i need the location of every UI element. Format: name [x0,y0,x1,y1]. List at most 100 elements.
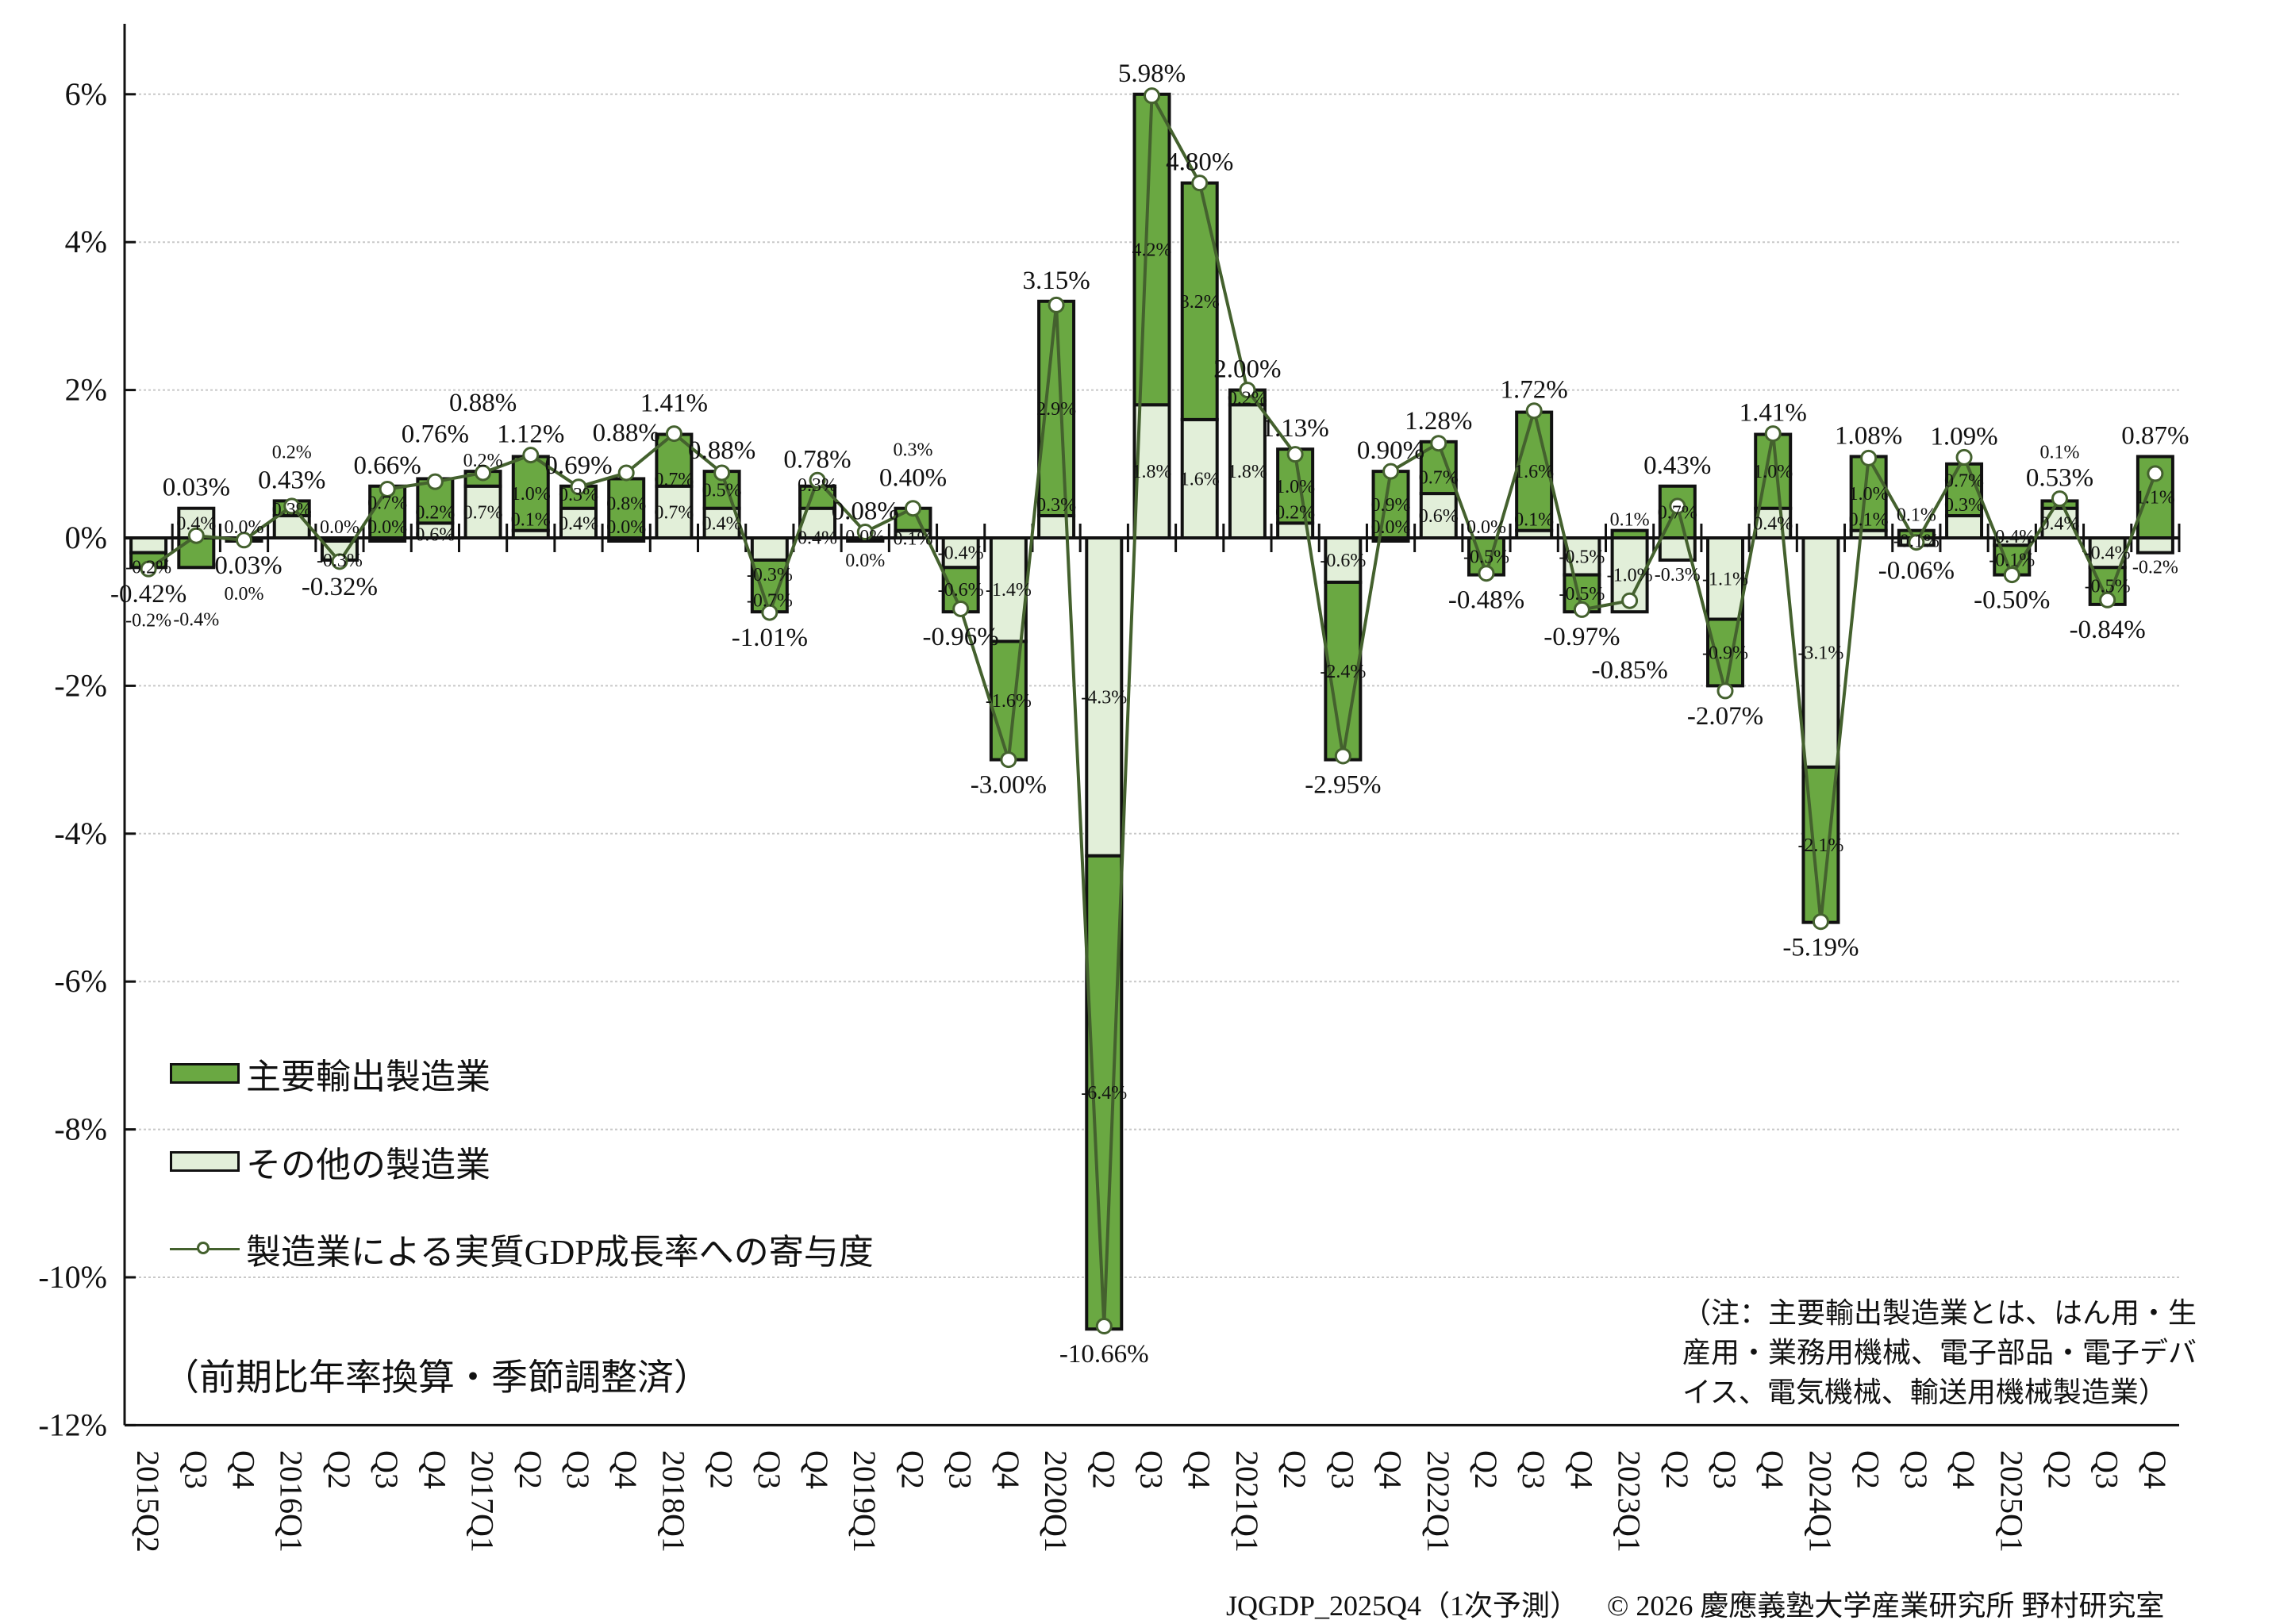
x-tick-label: Q2 [1086,1450,1121,1489]
contribution-label: 0.40% [879,464,947,493]
bar-main-export-label: 0.7% [1944,470,1984,491]
bar-other-label: 0.4% [798,528,837,548]
contribution-label: -0.97% [1543,623,1620,651]
labels-layer: 6% 4% 2% 0% -2% -4% -6% -8% -10% -12% -0.2% -0.2% 20… [38,60,2189,1553]
legend-item-other: その他の製造業 [170,1136,490,1187]
x-tick-label: Q3 [752,1450,787,1489]
bar-main-export-label: 3.2% [1180,292,1220,313]
x-tick-label: Q2 [1277,1450,1313,1489]
contribution-point [1430,435,1447,452]
bar-other-label: 0.4% [2039,513,2079,534]
contribution-point [1764,425,1782,443]
bar-main-export [607,477,646,539]
bar-main-export-label: -0.5% [1463,547,1509,567]
contribution-point [1860,449,1878,466]
bar-main-export [511,455,550,532]
bar-other-label: 0.2% [415,502,455,523]
x-tick-label: Q2 [1851,1450,1886,1489]
y-tick-label: -2% [54,667,107,703]
contribution-label: 0.88% [688,436,755,465]
x-tick-label: Q3 [2089,1450,2125,1489]
y-tick-label: 6% [65,76,107,112]
x-tick-label: Q4 [226,1450,262,1489]
bar-other-label: -0.6% [1320,551,1366,571]
y-tick-label: -12% [38,1407,107,1442]
y-tick-label: -10% [38,1259,107,1295]
y-tick-label: 2% [65,372,107,408]
bar-other-label: -0.4% [2085,543,2131,564]
contribution-label: 1.41% [640,390,708,418]
x-tick-label: 2019Q1 [847,1450,882,1553]
bar-main-export [894,506,932,532]
bar-other-label: 0.0% [606,517,646,538]
x-tick-label: Q4 [1373,1450,1409,1489]
bar-other-label: -0.3% [1655,565,1701,585]
x-tick-label: 2022Q1 [1420,1450,1456,1553]
x-tick-label: 2016Q1 [274,1450,309,1553]
contribution-label: 0.88% [449,389,517,417]
bar-main-export [1276,447,1315,525]
bar-other-label: 0.0% [845,527,885,547]
contribution-label: 1.12% [497,420,564,449]
x-tick-label: Q4 [1563,1450,1599,1489]
x-tick-label: Q3 [369,1450,405,1489]
contribution-label: 0.87% [2121,421,2189,450]
contribution-label: 0.69% [544,451,612,480]
legend-label: 主要輸出製造業 [246,1058,490,1096]
bar-other-label: 0.1% [1514,510,1554,531]
bar-main-export-label: 0.3% [798,475,837,496]
contribution-point [1573,601,1590,618]
contribution-point [856,524,874,541]
bar-main-export-label: -6.4% [1081,1083,1127,1104]
x-tick-label: Q2 [321,1450,357,1489]
bar-other-label: 0.4% [176,513,216,534]
bar-other [989,536,1028,643]
bar-other-label: -4.3% [1081,687,1127,708]
bar-main-export-label: -0.4% [1989,527,2035,547]
contribution-point [475,464,492,482]
contribution-label: 0.66% [354,451,421,480]
contribution-label: -0.50% [1974,586,2050,615]
contribution-point [1669,497,1686,515]
contribution-point [570,478,587,496]
definition-note: （注：主要輸出製造業とは、はん用・生産用・業務用機械、電子部品・電子デバイス、電… [1682,1297,2197,1408]
bar-main-export-label: 0.5% [702,480,742,501]
bar-other-label: 1.8% [1132,462,1172,482]
x-tick-label: Q4 [799,1450,835,1489]
bar-main-export-label: 2.9% [1036,399,1076,420]
bar-main-export-label: -0.7% [747,591,793,612]
contribution-point [426,473,444,490]
x-tick-label: 2020Q1 [1038,1450,1074,1553]
contribution-point [617,464,635,482]
bar-main-export-label: 0.0% [225,584,264,605]
bar-main-export-label: -1.6% [986,691,1032,712]
contribution-point [140,560,157,578]
x-tick-label: Q3 [178,1450,213,1489]
bar-other-label: 0.0% [225,517,264,538]
y-tick-label: 0% [65,520,107,555]
contribution-label: 5.98% [1118,60,1186,88]
x-tick-label: Q3 [1898,1450,1934,1489]
bar-other-label: -1.4% [986,580,1032,601]
y-tick-label: -8% [54,1111,107,1147]
bar-main-export-label: -0.4% [173,610,219,631]
y-tick-label: -6% [54,963,107,999]
bar-main-export [941,566,980,614]
bar-other [463,484,502,540]
contribution-point [1286,446,1304,463]
bar-main-export-label: 0.6% [415,524,455,545]
x-tick-label: Q2 [1468,1450,1504,1489]
bar-other-label: -0.4% [938,543,984,564]
contribution-point [713,464,731,482]
bar-main-export-label: 0.2% [1228,389,1267,409]
contribution-label: -0.42% [110,580,186,609]
x-tick-label: Q2 [513,1450,548,1489]
bar-main-export-label: 0.8% [606,494,646,515]
x-tick-label: Q4 [417,1450,452,1489]
x-tick-label: Q3 [1707,1450,1743,1489]
bar-main-export-label: 0.0% [845,551,885,571]
basis-note: （前期比年率換算・季節調整済） [163,1357,710,1398]
bar-other-label: 0.1% [893,529,932,550]
x-tick-label: Q4 [2137,1450,2173,1489]
bar-main-export [559,484,598,510]
